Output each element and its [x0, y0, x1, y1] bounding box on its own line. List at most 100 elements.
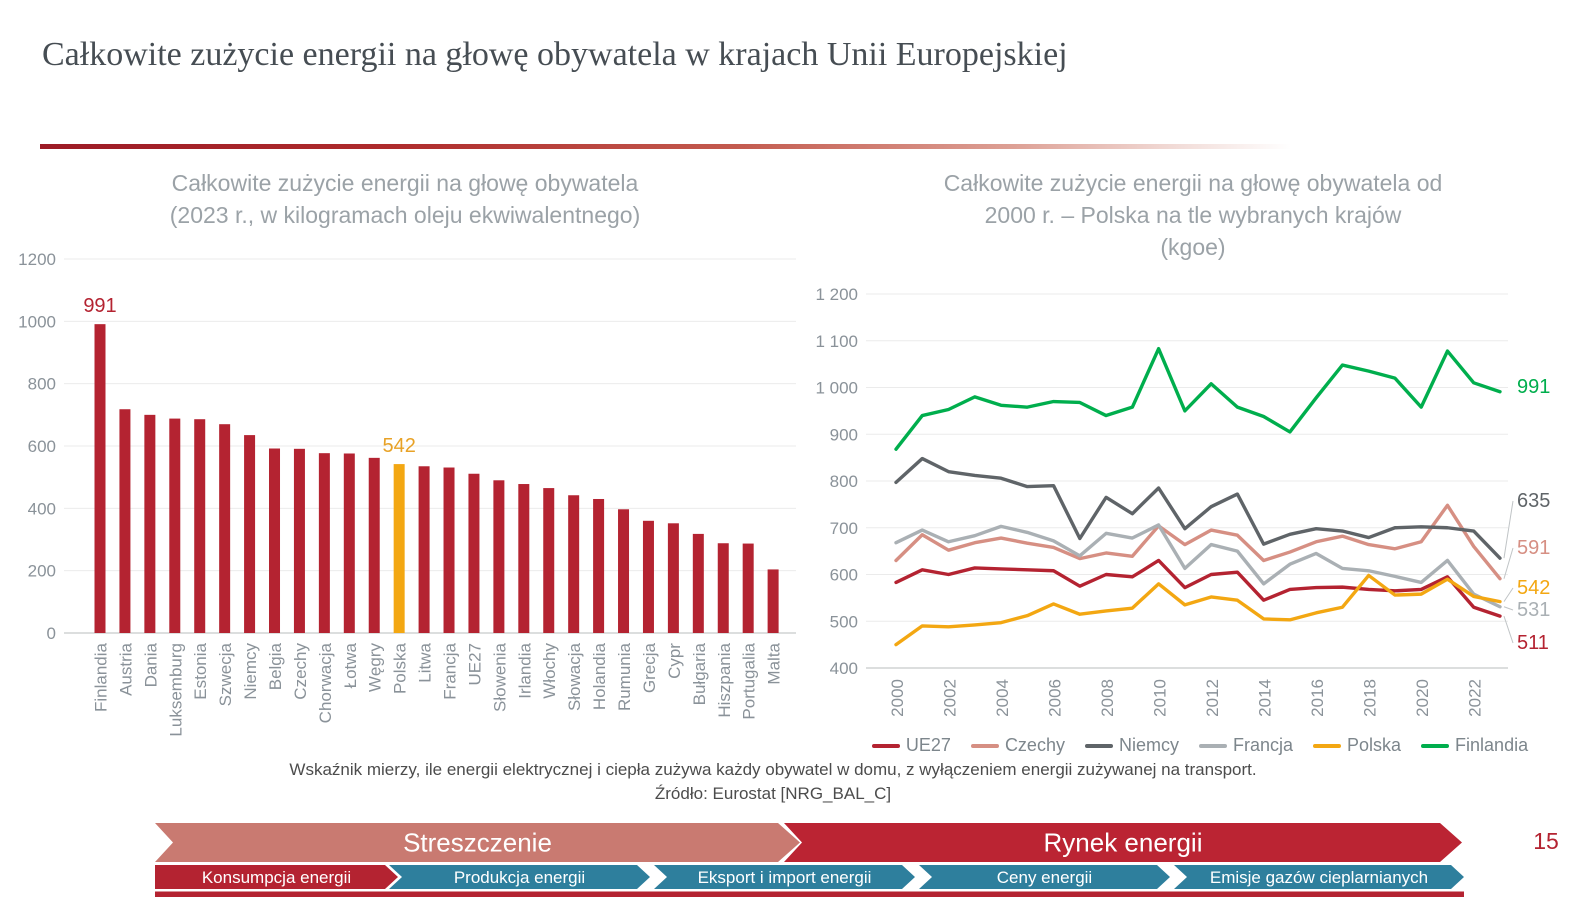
- bar-Finlandia: [94, 324, 106, 633]
- x-axis-label-Portugalia: Portugalia: [740, 642, 759, 719]
- legend-swatch-Finlandia: [1421, 743, 1450, 748]
- x-axis-label-Hiszpania: Hiszpania: [715, 642, 734, 717]
- bottom-navigation: Streszczenie Rynek energii Konsumpcja ener…: [155, 823, 1464, 897]
- x-axis-label-Szwecja: Szwecja: [216, 642, 235, 706]
- bar-Luksemburg: [169, 418, 181, 633]
- x-axis-label-Francja: Francja: [441, 642, 460, 699]
- y-axis-tick: 1200: [18, 250, 56, 269]
- bar-Czechy: [293, 448, 305, 633]
- x-axis-label-Włochy: Włochy: [540, 643, 559, 699]
- x-axis-label-2002: 2002: [941, 679, 960, 717]
- x-axis-label-Estonia: Estonia: [191, 642, 210, 699]
- end-label-leader-Francja: [1503, 606, 1514, 611]
- y-axis-tick: 1 000: [815, 379, 858, 398]
- end-value-label-Polska: 542: [1517, 577, 1550, 599]
- bar-Bułgaria: [692, 533, 704, 633]
- end-value-label-UE27: 511: [1517, 632, 1549, 654]
- end-value-label-Francja: 531: [1517, 599, 1550, 621]
- end-label-leader-Polska: [1503, 587, 1514, 602]
- legend-item-Finlandia: Finlandia: [1421, 735, 1528, 756]
- legend-label-Francja: Francja: [1232, 735, 1294, 755]
- line-chart: 400 500 600 700 800 900 1 000 1 100 1 200 2000 200…: [815, 285, 1550, 717]
- y-axis-tick: 800: [28, 375, 56, 394]
- bar-Irlandia: [518, 484, 530, 633]
- y-axis-tick: 400: [830, 659, 858, 678]
- page-number: 15: [1533, 828, 1559, 854]
- y-axis-tick: 600: [28, 437, 56, 456]
- nav-arrow-streszczenie[interactable]: [155, 823, 800, 862]
- bar-chart-title-line1: Całkowite zużycie energii na głowę obywa…: [171, 170, 639, 196]
- x-axis-label-Łotwa: Łotwa: [341, 642, 360, 688]
- nav-arrow-label-emisje-gaz-w-cieplarnianych: Emisje gazów cieplarnianych: [1210, 868, 1428, 887]
- bar-Szwecja: [219, 424, 231, 633]
- line-series-Polska: [894, 573, 1502, 647]
- x-axis-label-2012: 2012: [1203, 679, 1222, 717]
- x-axis-label-Rumunia: Rumunia: [615, 642, 634, 711]
- x-axis-label-2020: 2020: [1413, 679, 1432, 717]
- x-axis-label-Węgry: Węgry: [366, 643, 385, 693]
- title-divider-line: [40, 144, 1430, 149]
- y-axis-tick: 500: [830, 612, 858, 631]
- nav-arrow-emisje-gaz-w-cieplarnianych[interactable]: [1174, 865, 1464, 889]
- bar-Malta: [767, 569, 779, 633]
- legend-item-UE27: UE27: [871, 735, 951, 756]
- bar-Polska: [393, 464, 405, 633]
- x-axis-label-Malta: Malta: [765, 642, 784, 684]
- bar-Włochy: [543, 488, 555, 633]
- bar-Słowenia: [493, 480, 505, 633]
- x-axis-label-Słowenia: Słowenia: [490, 642, 509, 712]
- y-axis-tick: 1000: [18, 312, 56, 331]
- bar-chart-panel: Całkowite zużycie energii na głowę obywa…: [0, 165, 810, 765]
- bar-chart-title: Całkowite zużycie energii na głowę obywa…: [0, 167, 810, 231]
- bar-Belgia: [269, 448, 281, 633]
- x-axis-label-Cypr: Cypr: [665, 643, 684, 679]
- bar-Słowacja: [568, 495, 580, 633]
- bar-Rumunia: [618, 509, 630, 633]
- end-label-leader-UE27: [1503, 615, 1514, 644]
- legend-swatch-Francja: [1198, 743, 1227, 748]
- nav-arrow-label-ceny-energii: Ceny energii: [997, 868, 1092, 887]
- x-axis-label-2000: 2000: [888, 679, 907, 717]
- nav-arrow-rynek-energii[interactable]: [784, 823, 1462, 862]
- x-axis-label-Finlandia: Finlandia: [92, 642, 111, 712]
- bar-Austria: [119, 409, 131, 633]
- footnote: Wskaźnik mierzy, ile energii elektryczne…: [289, 760, 1257, 779]
- line-series-Czechy: [894, 503, 1502, 581]
- end-label-leader-Czechy: [1503, 547, 1514, 579]
- y-axis-tick: 700: [830, 519, 858, 538]
- line-series-Finlandia: [894, 346, 1502, 451]
- end-value-label-Finlandia: 991: [1517, 376, 1550, 398]
- legend-item-Niemcy: Niemcy: [1084, 735, 1179, 756]
- x-axis-label-2006: 2006: [1046, 679, 1065, 717]
- bar-value-label-Polska: 542: [382, 435, 415, 457]
- nav-arrow-label-produkcja-energii: Produkcja energii: [454, 868, 585, 887]
- x-axis-label-Bułgaria: Bułgaria: [690, 642, 709, 705]
- end-value-label-Czechy: 591: [1517, 537, 1550, 559]
- x-axis-label-Dania: Dania: [141, 642, 160, 687]
- legend-label-Finlandia: Finlandia: [1455, 735, 1529, 755]
- x-axis-label-2016: 2016: [1308, 679, 1327, 717]
- x-axis-label-Litwa: Litwa: [416, 642, 435, 682]
- x-axis-label-Grecja: Grecja: [640, 642, 659, 693]
- nav-arrow-produkcja-energii[interactable]: [389, 865, 650, 889]
- line-chart-panel: Całkowite zużycie energii na głowę obywa…: [810, 165, 1596, 785]
- x-axis-label-2018: 2018: [1361, 679, 1380, 717]
- y-axis-tick: 0: [47, 624, 56, 643]
- nav-arrow-konsumpcja-energii[interactable]: [155, 865, 398, 889]
- line-chart-legend: UE27 Czechy Niemcy Francja Polska Finlandia: [820, 735, 1580, 756]
- legend-label-UE27: UE27: [905, 735, 951, 755]
- bar-Niemcy: [244, 435, 256, 633]
- nav-arrow-ceny-energii[interactable]: [919, 865, 1170, 889]
- bar-Cypr: [667, 523, 679, 633]
- y-axis-tick: 1 200: [815, 285, 858, 304]
- bar-chart: 0 200 400 600 800 1000 1200 Finlandia Austria Dan…: [18, 250, 796, 737]
- legend-swatch-UE27: [871, 743, 900, 748]
- bar-Estonia: [194, 419, 206, 633]
- x-axis-label-Irlandia: Irlandia: [515, 642, 534, 698]
- bottom-accent-strip: [155, 891, 1464, 897]
- bar-value-label-Finlandia: 991: [83, 295, 116, 317]
- bar-Łotwa: [343, 453, 355, 633]
- nav-arrow-eksport-i-import-energii[interactable]: [654, 865, 915, 889]
- line-series-Niemcy: [894, 456, 1502, 560]
